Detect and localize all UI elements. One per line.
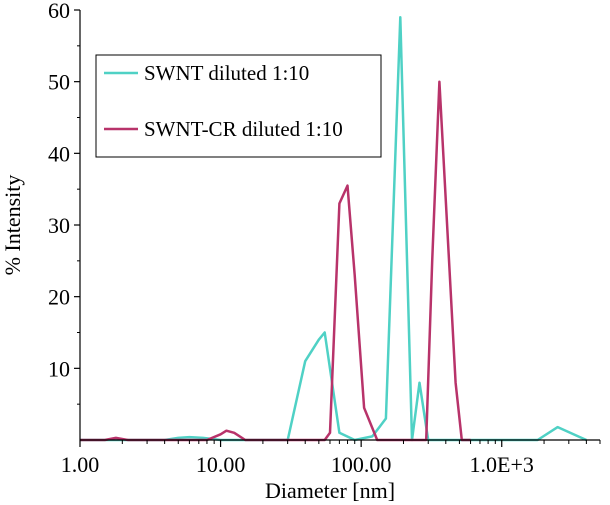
ticks-layer: 10 20 30 40 50 60 1.00 10.00 100.00 1.0E+3 [48,0,601,477]
x-tick-label: 100.00 [331,452,392,477]
y-tick-label: 20 [48,285,70,310]
y-tick-label: 60 [48,0,70,23]
x-tick-label: 1.0E+3 [470,452,534,477]
legend: SWNT diluted 1:10 SWNT-CR diluted 1:10 [95,54,382,158]
legend-label-swnt-cr: SWNT-CR diluted 1:10 [144,117,343,141]
y-axis-title: % Intensity [0,175,25,276]
y-tick-label: 10 [48,356,70,381]
legend-label-swnt: SWNT diluted 1:10 [144,61,309,85]
y-tick-label: 30 [48,213,70,238]
y-tick-label: 40 [48,141,70,166]
x-tick-label: 10.00 [196,452,246,477]
y-tick-label: 50 [48,70,70,95]
x-axis-title: Diameter [nm] [265,478,395,503]
legend-box [95,54,382,158]
x-tick-label: 1.00 [61,452,100,477]
